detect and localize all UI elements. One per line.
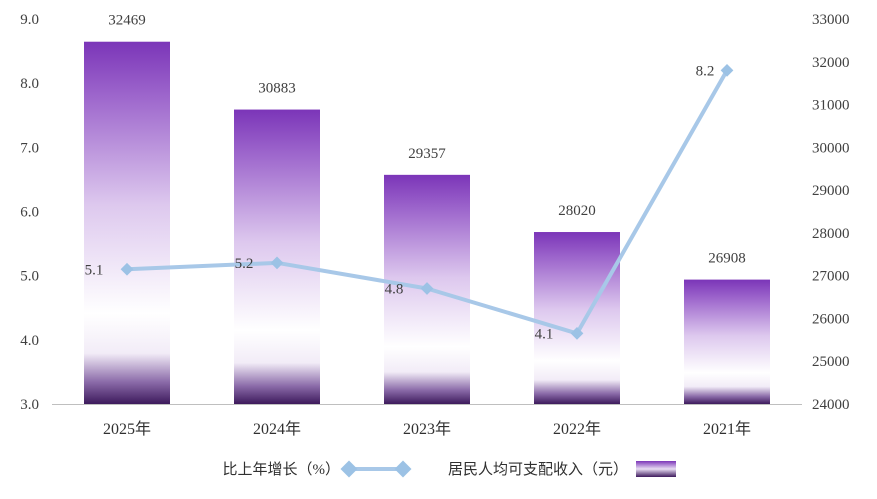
growth-data-label: 5.2 (235, 256, 254, 272)
bar (84, 41, 170, 405)
category-label: 2025年 (103, 420, 151, 438)
right-axis-tick: 26000 (812, 311, 850, 327)
category-label: 2024年 (253, 420, 301, 438)
right-axis-tick: 28000 (812, 226, 850, 242)
right-axis-tick: 27000 (812, 269, 850, 285)
bar-data-label: 26908 (708, 251, 746, 267)
growth-line-marker (120, 262, 134, 276)
right-axis-tick: 30000 (812, 140, 850, 156)
bar-data-label: 28020 (558, 203, 596, 219)
growth-data-label: 5.1 (85, 262, 104, 278)
left-axis: 3.0 4.0 5.0 6.0 7.0 8.0 9.0 (20, 12, 39, 413)
right-axis-tick: 31000 (812, 98, 850, 114)
right-axis-tick: 25000 (812, 354, 850, 370)
right-axis: 24000 25000 26000 27000 28000 29000 30000 31000… (812, 12, 850, 413)
right-axis-tick: 32000 (812, 55, 850, 71)
growth-data-label: 4.1 (535, 326, 554, 342)
left-axis-tick: 8.0 (20, 76, 39, 92)
left-axis-tick: 7.0 (20, 140, 39, 156)
left-axis-tick: 6.0 (20, 205, 39, 221)
right-axis-tick: 33000 (812, 12, 850, 28)
growth-line-marker (420, 282, 434, 295)
left-axis-tick: 4.0 (20, 333, 39, 349)
right-axis-tick: 24000 (812, 397, 850, 413)
legend-bar-label: 居民人均可支配收入（元） (448, 461, 628, 478)
growth-data-label: 4.8 (385, 282, 404, 298)
left-axis-tick: 9.0 (20, 12, 39, 28)
left-axis-tick: 3.0 (20, 397, 39, 413)
growth-data-label: 8.2 (696, 63, 715, 79)
category-axis: 2021年 2022年 2023年 2024年 2025年 (52, 404, 802, 438)
left-axis-tick: 5.0 (20, 269, 39, 285)
bar (534, 232, 620, 404)
growth-line-marker (270, 256, 284, 270)
legend-line-label: 比上年增长（%） (223, 461, 341, 478)
bar-data-label: 30883 (258, 81, 296, 97)
category-label: 2021年 (703, 420, 751, 438)
legend: 居民人均可支配收入（元） 比上年增长（%） (223, 460, 676, 478)
bar (684, 279, 770, 404)
category-label: 2022年 (553, 420, 601, 438)
legend-line-marker-right (394, 460, 412, 478)
bar-data-label: 32469 (108, 13, 146, 29)
bars: 26908 28020 29357 30883 32469 (84, 13, 770, 405)
bar-data-label: 29357 (408, 146, 446, 162)
legend-line-marker-left (340, 460, 358, 478)
right-axis-tick: 29000 (812, 183, 850, 199)
category-label: 2023年 (403, 420, 451, 438)
legend-bar-swatch (636, 461, 676, 477)
